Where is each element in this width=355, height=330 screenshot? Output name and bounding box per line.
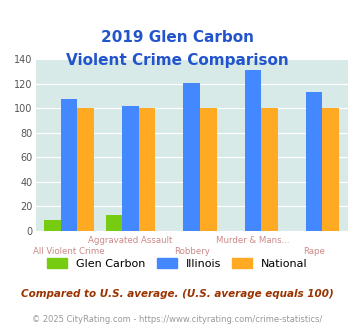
Text: Rape: Rape bbox=[303, 247, 325, 256]
Bar bbox=[261, 109, 278, 231]
Bar bbox=[200, 109, 217, 231]
Bar bbox=[44, 220, 61, 231]
Bar bbox=[184, 83, 200, 231]
Text: Compared to U.S. average. (U.S. average equals 100): Compared to U.S. average. (U.S. average … bbox=[21, 289, 334, 299]
Bar bbox=[122, 106, 139, 231]
Text: Murder & Mans...: Murder & Mans... bbox=[216, 236, 290, 245]
Text: All Violent Crime: All Violent Crime bbox=[33, 247, 105, 256]
Text: Robbery: Robbery bbox=[174, 247, 210, 256]
Bar bbox=[77, 109, 94, 231]
Bar bbox=[306, 92, 322, 231]
Bar bbox=[245, 70, 261, 231]
Bar bbox=[139, 109, 155, 231]
Legend: Glen Carbon, Illinois, National: Glen Carbon, Illinois, National bbox=[43, 254, 312, 273]
Bar bbox=[106, 215, 122, 231]
Text: 2019 Glen Carbon: 2019 Glen Carbon bbox=[101, 30, 254, 45]
Text: © 2025 CityRating.com - https://www.cityrating.com/crime-statistics/: © 2025 CityRating.com - https://www.city… bbox=[32, 315, 323, 324]
Bar bbox=[61, 99, 77, 231]
Text: Aggravated Assault: Aggravated Assault bbox=[88, 236, 173, 245]
Text: Violent Crime Comparison: Violent Crime Comparison bbox=[66, 53, 289, 68]
Bar bbox=[322, 109, 339, 231]
